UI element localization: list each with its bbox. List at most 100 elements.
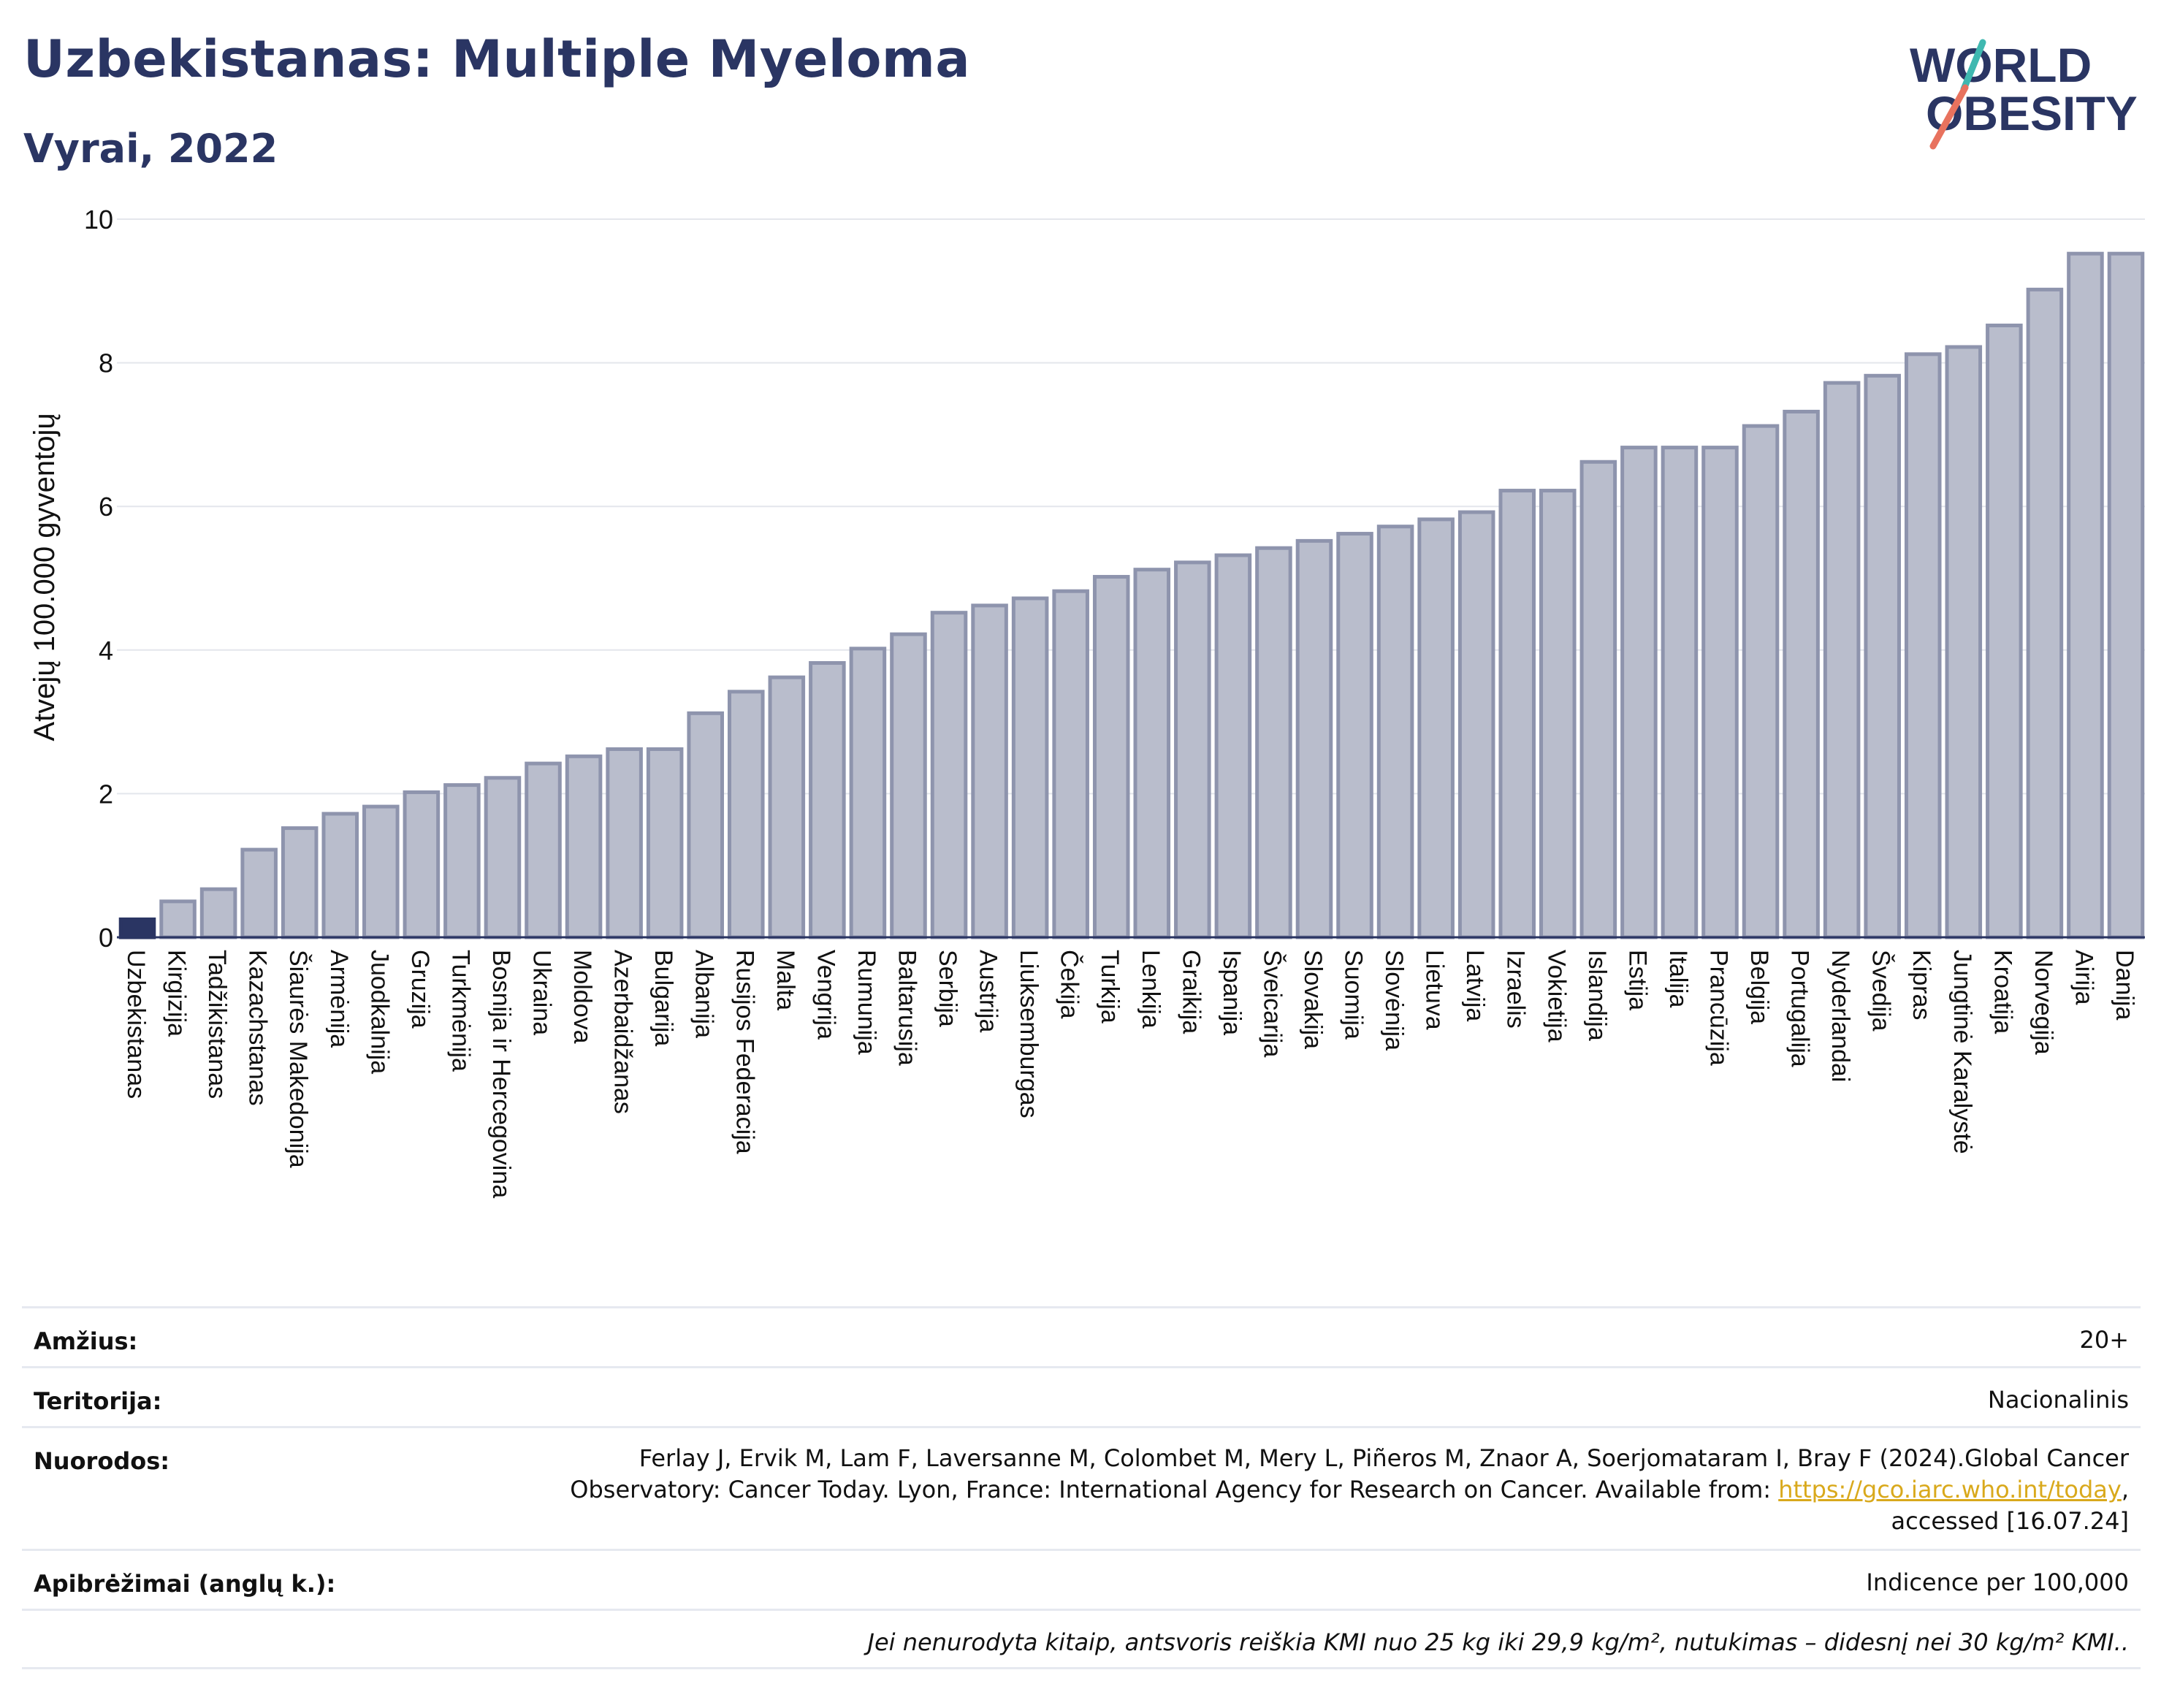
- bar-12: [606, 747, 643, 939]
- bar-37: [1620, 446, 1658, 939]
- bar-31: [1376, 525, 1414, 939]
- bar-21: [971, 603, 1008, 939]
- bar-7: [403, 790, 441, 939]
- y-tick-label: 0: [99, 923, 113, 953]
- references-line-2-end: ,: [2121, 1476, 2129, 1503]
- y-tick-label: 6: [99, 492, 113, 522]
- x-tick-label: Albanija: [690, 950, 718, 1038]
- bar-chart: 0 2 4 6 8 10 Uzbekistanas Kirgizija Tadžikistan…: [28, 205, 2145, 1198]
- x-tick-label: Prancūzija: [1704, 950, 1732, 1066]
- x-tick-label: Šiaurės Makedonija: [284, 950, 312, 1168]
- bar-22: [1011, 596, 1049, 939]
- page-title: Uzbekistanas: Multiple Myeloma: [23, 29, 971, 89]
- bar-28: [1255, 546, 1292, 939]
- x-tick-label: Airija: [2070, 950, 2097, 1005]
- x-tick-label: Izraelis: [1502, 950, 1530, 1029]
- bar-36: [1579, 460, 1617, 939]
- x-tick-label: Tadžikistanas: [203, 950, 231, 1099]
- x-tick-label: Moldova: [568, 950, 596, 1044]
- y-tick-label: 8: [99, 348, 113, 378]
- x-tick-label: Danija: [2111, 950, 2138, 1020]
- x-tick-label: Slovėnija: [1380, 950, 1408, 1051]
- bar-47: [2026, 287, 2064, 939]
- bar-25: [1133, 568, 1171, 939]
- bar-45: [1945, 345, 1983, 939]
- bar-32: [1417, 517, 1455, 939]
- bar-41: [1783, 409, 1820, 939]
- x-tick-label: Jungtinė Karalystė: [1948, 950, 1976, 1154]
- bar-14: [687, 711, 724, 939]
- bar-26: [1174, 560, 1211, 939]
- x-tick-label: Šveicarija: [1258, 950, 1286, 1057]
- bar-11: [565, 754, 603, 939]
- x-tick-label: Juodkalnija: [365, 950, 393, 1074]
- bar-46: [1986, 323, 2023, 939]
- logo-slash-coral: [1929, 84, 1969, 150]
- x-tick-label: Estija: [1623, 950, 1651, 1010]
- bar-49: [2107, 251, 2145, 939]
- x-tick-label: Islandija: [1583, 950, 1611, 1041]
- x-tick-label: Belgija: [1745, 950, 1773, 1024]
- logo-line1: WORLD: [1910, 38, 2092, 92]
- bar-2: [199, 887, 237, 939]
- x-tick-label: Graikija: [1177, 950, 1205, 1034]
- definitions-value: Indicence per 100,000: [1866, 1568, 2129, 1596]
- x-tick-label: Kirgizija: [163, 950, 191, 1037]
- references-line-1: Ferlay J, Ervik M, Lam F, Laversanne M, …: [639, 1444, 2129, 1472]
- references-value: Ferlay J, Ervik M, Lam F, Laversanne M, …: [570, 1443, 2129, 1537]
- x-tick-label: Malta: [771, 950, 799, 1010]
- y-axis-label: Atvejų 100.000 gyventojų: [28, 413, 61, 741]
- x-tick-label: Latvija: [1461, 950, 1489, 1021]
- x-tick-label: Ukraina: [528, 950, 556, 1035]
- x-tick-label: Norvegija: [2029, 950, 2057, 1055]
- bar-17: [809, 660, 846, 939]
- x-tick-label: Bosnija ir Hercegovina: [487, 950, 515, 1198]
- info-row-definitions: Apibrėžimai (anglų k.): Indicence per 10…: [22, 1549, 2141, 1609]
- x-tick-label: Vengrija: [812, 950, 839, 1040]
- bar-9: [484, 776, 522, 939]
- bars: [118, 251, 2145, 939]
- x-tick-label: Vokietija: [1542, 950, 1570, 1042]
- references-line-3: accessed [16.07.24]: [1891, 1507, 2129, 1535]
- bar-6: [362, 804, 400, 939]
- x-tick-label: Uzbekistanas: [122, 950, 150, 1099]
- bar-30: [1336, 532, 1373, 939]
- x-tick-label: Serbija: [934, 950, 961, 1027]
- info-row-territory: Teritorija: Nacionalinis: [22, 1366, 2141, 1427]
- bar-35: [1539, 489, 1577, 939]
- world-obesity-logo: WORLD OBESITY: [1910, 38, 2138, 150]
- info-row-age: Amžius: 20+: [22, 1306, 2141, 1367]
- bar-20: [930, 611, 968, 939]
- bar-48: [2067, 251, 2104, 939]
- x-tick-label: Portugalija: [1786, 950, 1814, 1067]
- bar-33: [1457, 510, 1495, 939]
- bar-34: [1498, 489, 1536, 939]
- x-tick-label: Nyderlandai: [1826, 950, 1854, 1082]
- page-subtitle: Vyrai, 2022: [23, 126, 278, 172]
- bar-4: [281, 826, 319, 939]
- age-value: 20+: [2079, 1326, 2129, 1354]
- bar-5: [321, 812, 359, 939]
- x-tick-label: Lietuva: [1421, 950, 1449, 1030]
- age-label: Amžius:: [34, 1327, 138, 1355]
- x-tick-label: Liuksemburgas: [1015, 950, 1043, 1118]
- x-tick-label: Rusijos Federacija: [731, 950, 758, 1154]
- x-tick-label: Italija: [1664, 950, 1692, 1007]
- bar-23: [1052, 589, 1089, 939]
- x-tick-label: Ispanija: [1218, 950, 1246, 1035]
- bar-43: [1864, 373, 1901, 939]
- x-tick-label: Kazachstanas: [244, 950, 272, 1106]
- obesity-note: Jei nenurodyta kitaip, antsvoris reiškia…: [867, 1628, 2130, 1656]
- x-tick-label: Kipras: [1907, 950, 1935, 1020]
- bar-3: [240, 847, 278, 939]
- bar-38: [1661, 446, 1699, 939]
- bar-0: [118, 917, 156, 939]
- x-tick-label: Bulgarija: [649, 950, 677, 1046]
- references-link[interactable]: https://gco.iarc.who.int/today: [1778, 1476, 2122, 1503]
- logo-slash-teal: [1960, 39, 1986, 93]
- x-tick-label: Turkija: [1096, 950, 1124, 1023]
- bar-13: [646, 747, 684, 939]
- x-tick-label: Austrija: [975, 950, 1002, 1032]
- bar-42: [1823, 381, 1861, 939]
- y-axis-ticks: 0 2 4 6 8 10: [84, 205, 113, 953]
